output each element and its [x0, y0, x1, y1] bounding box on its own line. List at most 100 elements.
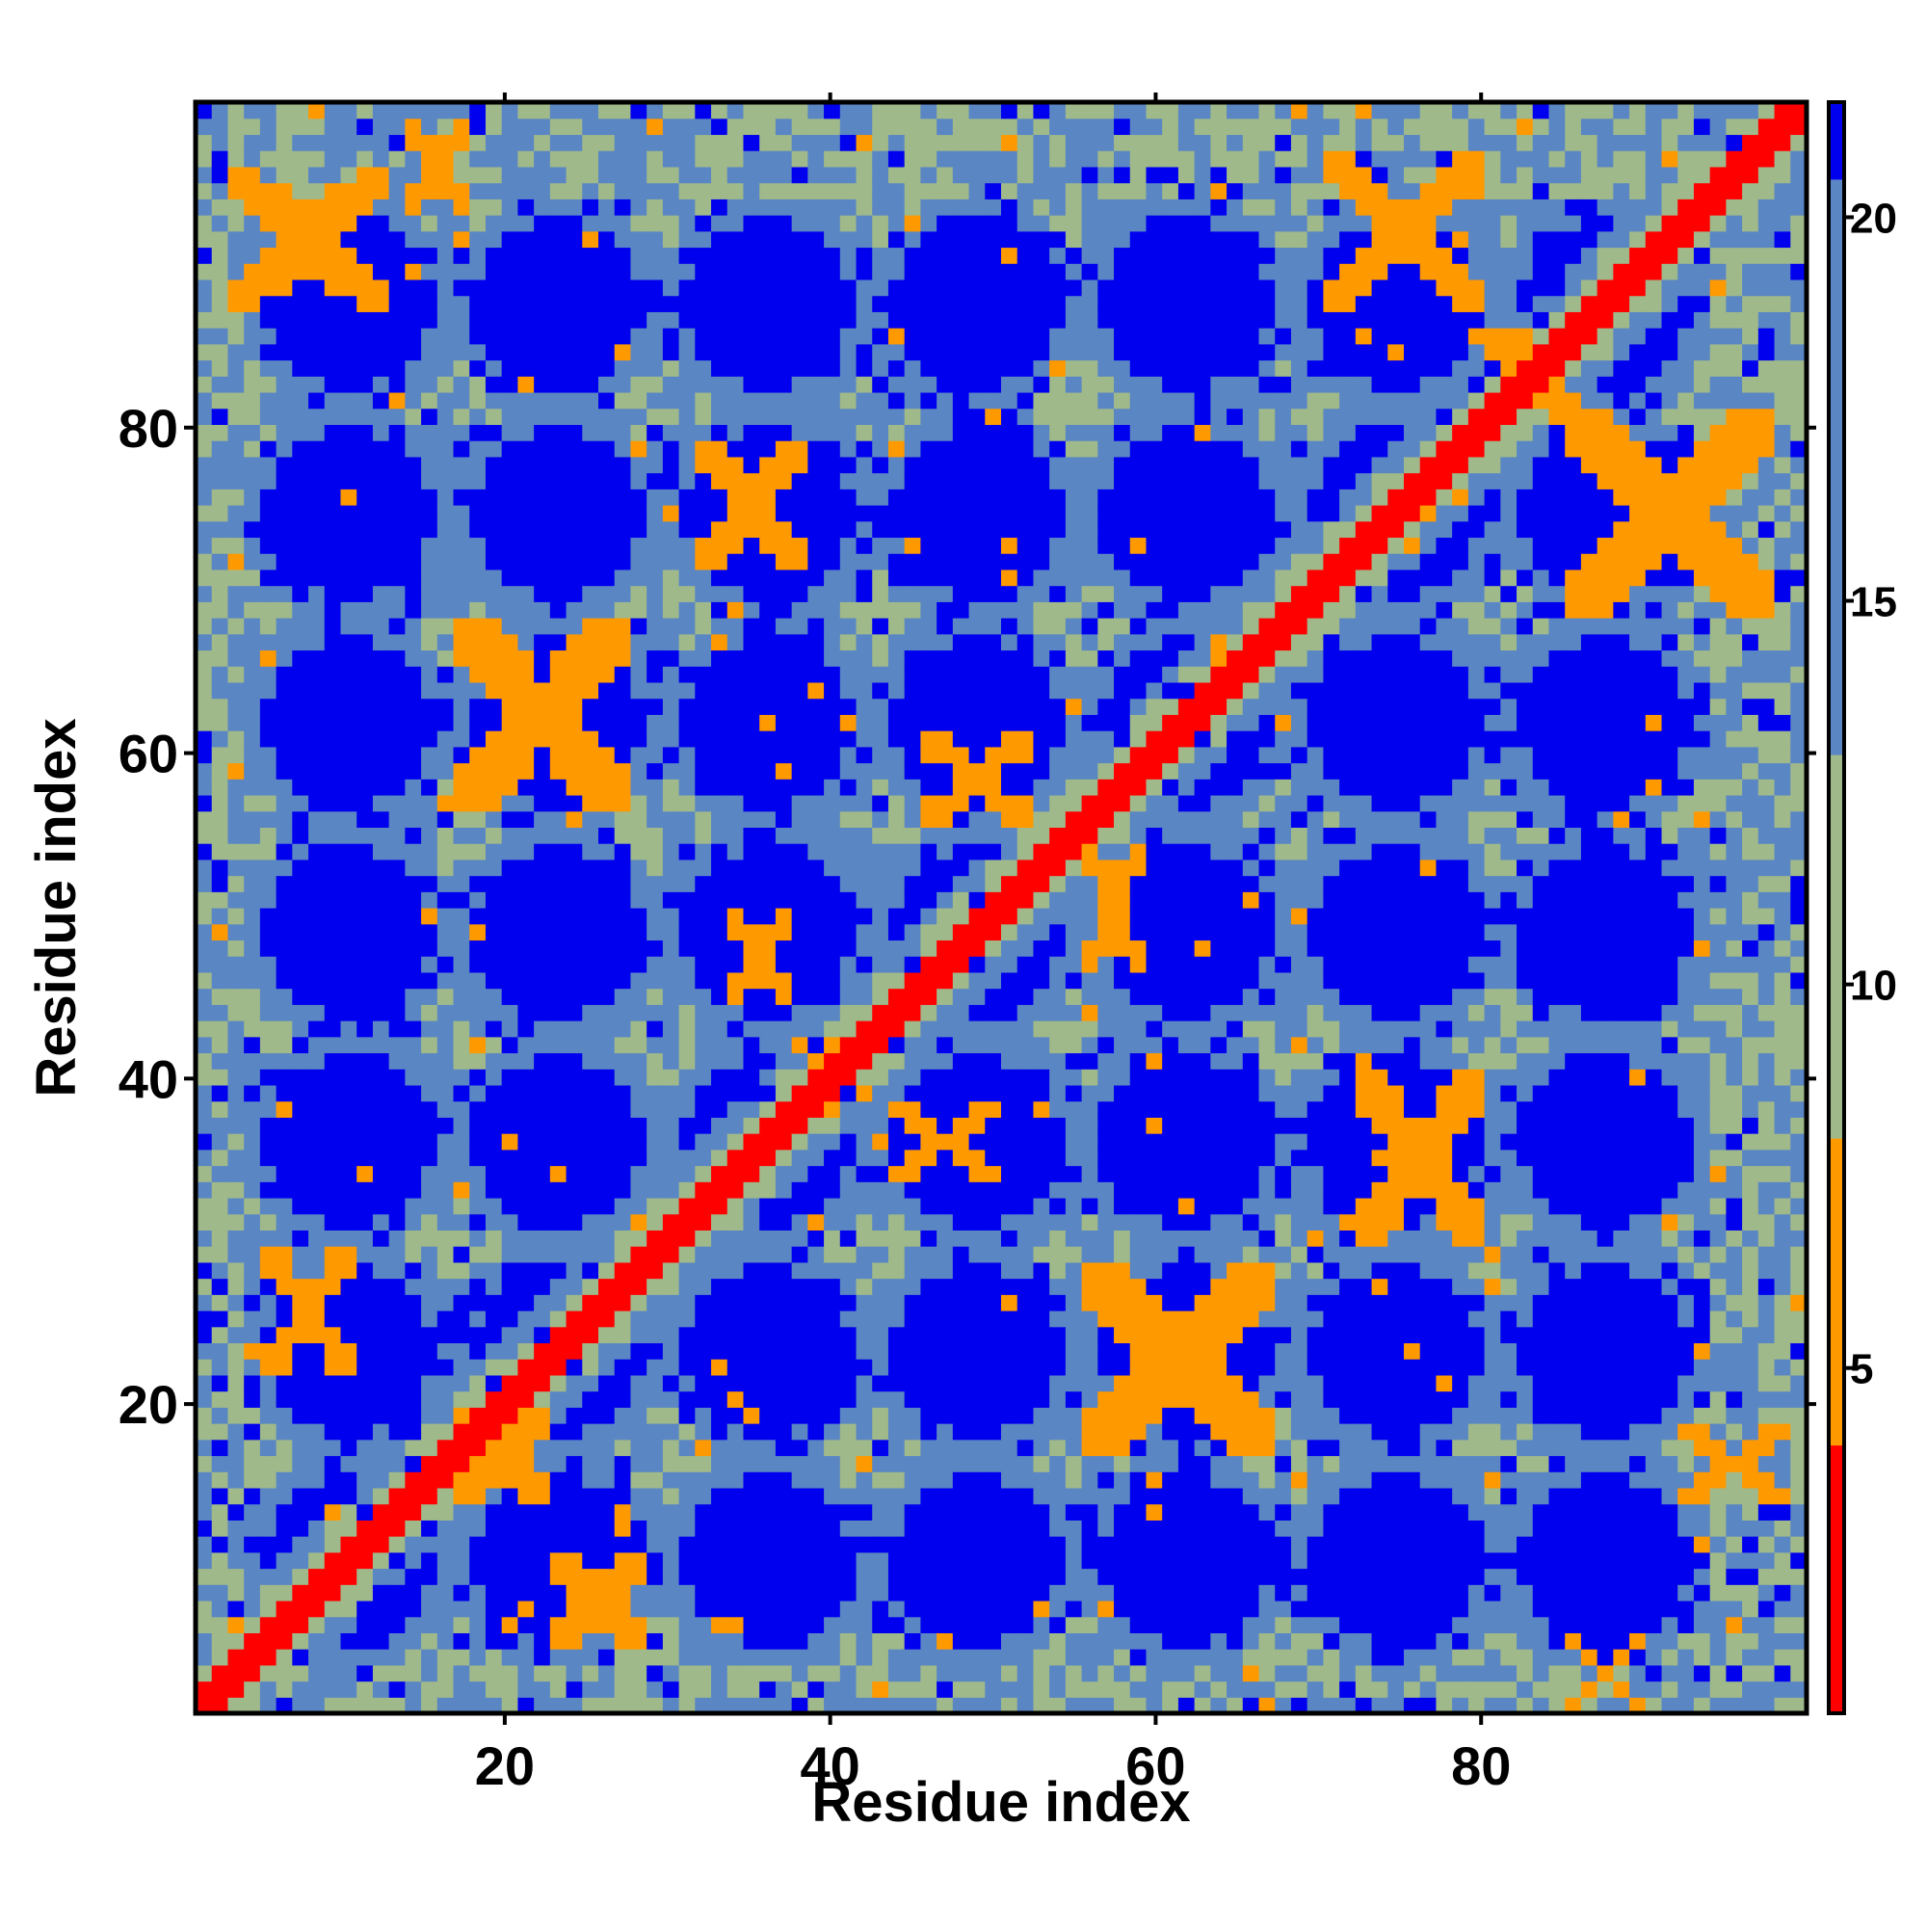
heatmap-cell	[775, 1052, 793, 1070]
heatmap-cell	[549, 1584, 568, 1601]
heatmap-cell	[726, 472, 745, 490]
heatmap-cell	[839, 1084, 858, 1102]
heatmap-cell	[501, 215, 518, 232]
heatmap-cell	[759, 1632, 777, 1650]
heatmap-cell	[887, 489, 906, 506]
heatmap-cell	[791, 182, 808, 199]
heatmap-cell	[582, 681, 599, 700]
heatmap-cell	[695, 1697, 712, 1714]
heatmap-cell	[211, 746, 229, 764]
heatmap-cell	[292, 666, 309, 683]
heatmap-cell	[711, 150, 728, 168]
heatmap-cell	[211, 1407, 229, 1424]
heatmap-cell	[839, 1374, 858, 1392]
heatmap-cell	[276, 633, 293, 651]
heatmap-cell	[549, 569, 568, 587]
heatmap-cell	[775, 714, 793, 731]
heatmap-cell	[211, 940, 229, 957]
heatmap-cell	[662, 843, 680, 860]
heatmap-cell	[388, 1616, 406, 1633]
heatmap-cell	[598, 215, 616, 232]
heatmap-cell	[630, 1503, 647, 1521]
heatmap-cell	[647, 230, 664, 249]
heatmap-cell	[453, 456, 470, 474]
heatmap-cell	[244, 1117, 261, 1134]
heatmap-cell	[630, 440, 647, 458]
heatmap-cell	[388, 553, 406, 570]
heatmap-cell	[598, 1503, 616, 1521]
heatmap-cell	[276, 1278, 293, 1295]
heatmap-cell	[324, 1649, 342, 1666]
heatmap-cell	[501, 1697, 518, 1714]
heatmap-cell	[726, 1310, 745, 1328]
heatmap-cell	[485, 1616, 503, 1633]
heatmap-cell	[695, 730, 712, 748]
heatmap-cell	[743, 875, 760, 892]
heatmap-cell	[549, 1487, 568, 1505]
heatmap-cell	[824, 440, 841, 458]
heatmap-cell	[405, 666, 422, 683]
heatmap-cell	[759, 1149, 777, 1167]
heatmap-cell	[356, 1503, 374, 1521]
heatmap-cell	[726, 278, 745, 297]
heatmap-cell	[421, 1439, 438, 1457]
heatmap-cell	[614, 553, 632, 570]
heatmap-cell	[566, 1294, 583, 1311]
heatmap-cell	[453, 1423, 470, 1441]
heatmap-cell	[517, 618, 535, 635]
heatmap-cell	[276, 278, 293, 297]
heatmap-cell	[244, 311, 261, 329]
heatmap-cell	[630, 230, 647, 249]
heatmap-cell	[662, 359, 680, 377]
heatmap-cell	[324, 1149, 342, 1167]
heatmap-cell	[695, 1084, 712, 1102]
heatmap-cell	[534, 1246, 551, 1263]
heatmap-cell	[662, 1407, 680, 1424]
heatmap-cell	[405, 971, 422, 990]
heatmap-cell	[807, 1342, 825, 1360]
heatmap-cell	[517, 1213, 535, 1231]
heatmap-cell	[807, 585, 825, 602]
heatmap-cell	[775, 891, 793, 909]
heatmap-cell	[743, 134, 760, 151]
heatmap-cell	[227, 182, 245, 199]
heatmap-cell	[824, 1213, 841, 1231]
heatmap-cell	[196, 166, 213, 184]
heatmap-cell	[985, 1310, 1002, 1328]
heatmap-cell	[340, 311, 357, 329]
heatmap-cell	[662, 472, 680, 490]
heatmap-cell	[647, 779, 664, 796]
heatmap-cell	[421, 424, 438, 441]
heatmap-cell	[807, 1632, 825, 1650]
heatmap-cell	[630, 311, 647, 329]
heatmap-cell	[711, 102, 728, 119]
heatmap-cell	[469, 1004, 487, 1021]
heatmap-cell	[985, 1197, 1002, 1215]
heatmap-cell	[405, 1278, 422, 1295]
heatmap-cell	[887, 424, 906, 441]
heatmap-cell	[405, 537, 422, 554]
heatmap-cell	[436, 714, 455, 731]
heatmap-cell	[340, 1117, 357, 1134]
heatmap-cell	[887, 601, 906, 619]
heatmap-cell	[695, 956, 712, 973]
heatmap-cell	[952, 843, 970, 860]
heatmap-cell	[469, 859, 487, 877]
heatmap-cell	[759, 730, 777, 748]
heatmap-cell	[534, 940, 551, 957]
heatmap-cell	[985, 1036, 1002, 1054]
heatmap-cell	[775, 1310, 793, 1328]
heatmap-cell	[614, 1649, 632, 1666]
heatmap-cell	[614, 891, 632, 909]
heatmap-cell	[662, 215, 680, 232]
heatmap-cell	[501, 971, 518, 990]
heatmap-cell	[534, 698, 551, 715]
heatmap-cell	[807, 1084, 825, 1102]
heatmap-cell	[196, 1342, 213, 1360]
heatmap-cell	[340, 230, 357, 249]
heatmap-cell	[968, 1439, 986, 1457]
heatmap-cell	[196, 762, 213, 780]
heatmap-cell	[372, 1165, 390, 1182]
heatmap-cell	[196, 553, 213, 570]
heatmap-cell	[791, 698, 808, 715]
